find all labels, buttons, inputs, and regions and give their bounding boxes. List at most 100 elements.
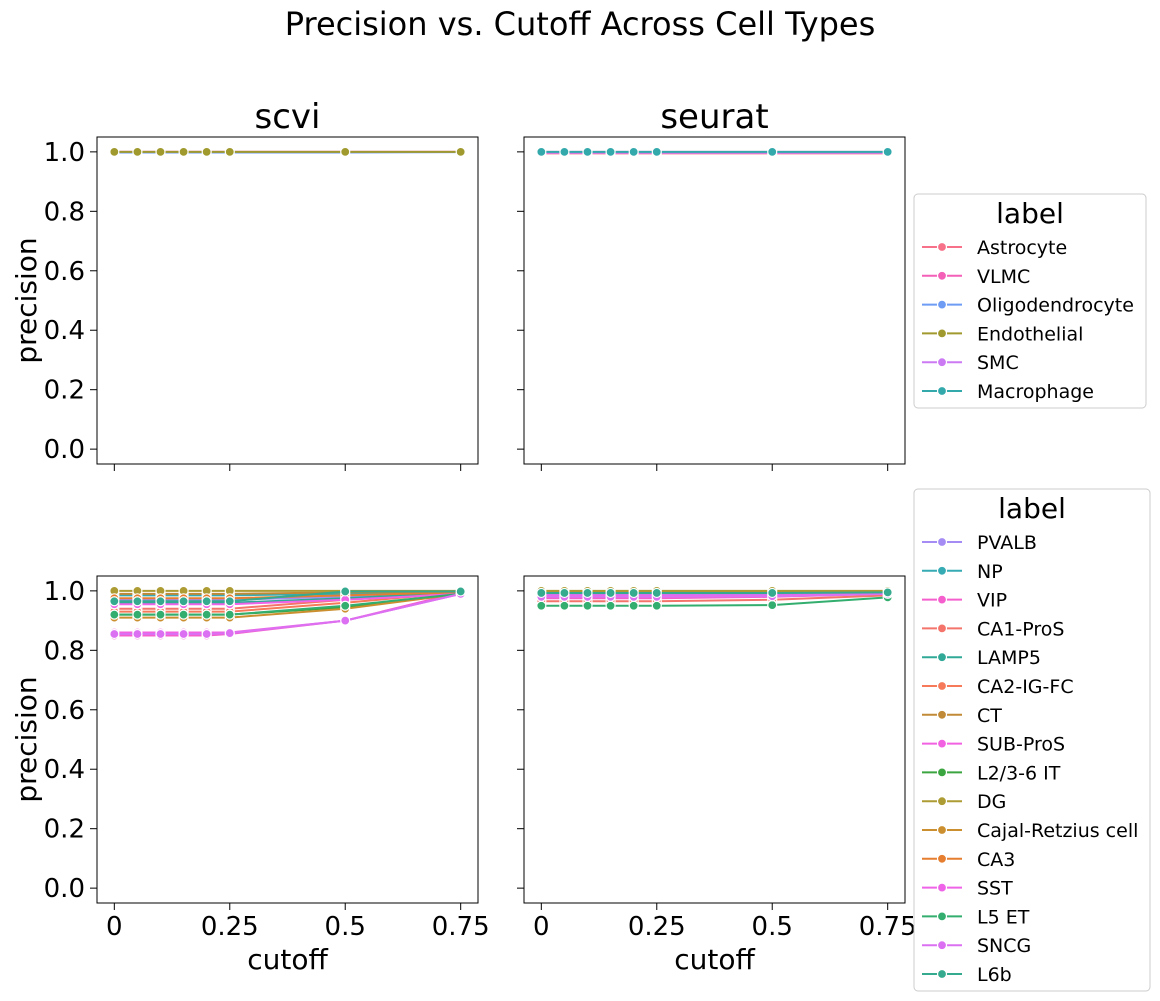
panel-r1-c1-point-l5-et <box>767 600 778 611</box>
panel-r0-c1-point-macrophage <box>651 146 662 157</box>
legend-2-swatch-marker-ca2-ig-fc <box>936 680 948 692</box>
panel-r0-c0-y-tick-label: 1.0 <box>44 138 85 168</box>
legend-1-title: label <box>996 197 1064 230</box>
panel-r1-c1-point-l6b <box>605 587 616 599</box>
panel-r1-c0-point-sncg <box>132 628 143 640</box>
panel-r1-c0-point-l5-et <box>155 609 166 620</box>
chart-title: Precision vs. Cutoff Across Cell Types <box>285 5 876 43</box>
panel-r0-c0-y-tick-label: 0.4 <box>44 316 85 346</box>
panel-r1-c1-x-tick-label: 0.25 <box>628 912 686 942</box>
legend-1-swatch-marker-astrocyte <box>936 241 948 253</box>
legend-2-swatch-marker-ca1-pros <box>936 623 948 634</box>
panel-r1-c0-y-tick-label: 0.8 <box>44 636 85 666</box>
panel-r1-c1-point-l6b <box>651 587 662 599</box>
legend-1-swatch-marker-vlmc <box>936 270 948 281</box>
panel-r1-c0-point-l5-et <box>132 609 143 620</box>
panel-r0-c0-point-endothelial <box>155 146 166 157</box>
panel-r1-c1-point-l5-et <box>605 600 616 611</box>
panel-r1-c0-y-tick-label: 1.0 <box>44 577 85 607</box>
legend-1-swatch-marker-macrophage <box>936 385 948 397</box>
panel-r0-c0-point-endothelial <box>109 146 120 157</box>
legend-2-swatch-marker-ca3 <box>936 853 948 864</box>
panel-r0-c1-point-macrophage <box>628 146 639 157</box>
legend-2-swatch-marker-sub-pros <box>936 738 948 749</box>
panel-r1-c0-frame <box>96 575 479 904</box>
panel-r1-c1-frame <box>523 575 906 904</box>
legend-area: label Astrocyte VLMC Oligodendrocyte Endothe… <box>913 193 1151 992</box>
legend-2-swatch-marker-sncg <box>936 940 948 951</box>
panel-r1-c1-x-axis-label: cutoff <box>674 943 755 976</box>
legend-2-entry-sncg: SNCG <box>977 935 1031 957</box>
panel-r1-c0-x-tick-label: 0.75 <box>432 912 490 942</box>
panel-r0-c0-frame <box>96 136 479 465</box>
panel-r1-c0-point-sncg <box>178 628 189 640</box>
legend-2-swatch-marker-sst <box>936 882 948 893</box>
panel-r0-c1-point-macrophage <box>536 146 547 157</box>
panel-r1-c1-point-l6b <box>582 587 593 599</box>
panel-r0-c1-point-macrophage <box>559 146 570 157</box>
panel-r1-c1-point-l6b <box>536 587 547 599</box>
legend-1-entry-macrophage: Macrophage <box>977 381 1094 403</box>
panel-r0-c0-point-endothelial <box>340 146 351 157</box>
legend-1-swatch-marker-oligodendrocyte <box>936 299 948 310</box>
panel-r1-c0-x-tick-label: 0 <box>106 912 123 942</box>
panel-r0-c0-point-endothelial <box>224 146 235 157</box>
panel-r1-c0-x-tick-label: 0.5 <box>325 912 366 942</box>
legend-2-entry-cajal-retzius-cell: Cajal-Retzius cell <box>977 820 1138 842</box>
panel-r1-c0-point-sncg <box>340 615 351 626</box>
legend-2-swatch-marker-np <box>936 565 948 576</box>
legend-1-swatch-marker-smc <box>936 357 948 368</box>
panel-r1-c0-point-l6b <box>201 596 212 607</box>
panel-r1-c0-point-sncg <box>155 628 166 640</box>
panel-r1-c0-point-sncg <box>109 628 120 640</box>
panel-r1-c0-point-l6b <box>109 596 120 607</box>
panel-r1-c0-point-l6b <box>224 596 235 607</box>
legend-2-entry-l5-et: L5 ET <box>977 906 1030 928</box>
panel-r1-c0-point-sncg <box>224 627 235 639</box>
panel-r1-c1-point-l5-et <box>559 600 570 611</box>
panel-r1-c1-point-l6b <box>767 587 778 599</box>
panel-r1-c1-point-l5-et <box>582 600 593 611</box>
panel-r1-c1-point-l5-et <box>651 600 662 611</box>
legend-2-box <box>913 488 1151 992</box>
panel-r0-c0-y-tick-label: 0.6 <box>44 257 85 287</box>
legend-1-entry-oligodendrocyte: Oligodendrocyte <box>977 295 1134 317</box>
panel-r1-c1-point-l5-et <box>536 600 547 611</box>
panel-r0-c0-point-endothelial <box>178 146 189 157</box>
legend-2-entry-sst: SST <box>977 878 1013 900</box>
panel-r1-c0-point-l5-et <box>340 600 351 611</box>
panel-r0-c1-title: seurat <box>660 97 768 137</box>
legend-1-entry-endothelial: Endothelial <box>977 323 1083 345</box>
panel-r1-c0-point-l6b <box>455 586 466 597</box>
legend-2-entry-ca2-ig-fc: CA2-IG-FC <box>977 676 1074 698</box>
panel-r0-c0-y-axis-label: precision <box>10 237 43 363</box>
panel-r1-c0-y-tick-label: 0.4 <box>44 755 85 785</box>
legend-1-entry-astrocyte: Astrocyte <box>977 237 1067 259</box>
panel-r1-c0-y-tick-label: 0.2 <box>44 815 85 845</box>
panel-r1-c0-y-axis-label: precision <box>10 676 43 802</box>
panel-r1-c1-point-l6b <box>559 587 570 599</box>
legend-2-entry-np: NP <box>977 561 1003 583</box>
legend-2-entry-lamp5: LAMP5 <box>977 647 1041 669</box>
legend-2-swatch-marker-dg <box>936 796 948 807</box>
legend-2-entry-sub-pros: SUB-ProS <box>977 734 1065 756</box>
legend-2-swatch-marker-ct <box>936 709 948 720</box>
panel-r0-c0-point-endothelial <box>201 146 212 157</box>
panel-r1-c0-x-tick-label: 0.25 <box>201 912 259 942</box>
panel-r0-c0-y-tick-label: 0.8 <box>44 197 85 227</box>
panel-r1-c0-point-l6b <box>155 596 166 607</box>
panel-r1-c0-point-l6b <box>178 596 189 607</box>
legend-2-entry-ca3: CA3 <box>977 849 1015 871</box>
legend-2-entry-ca1-pros: CA1-ProS <box>977 618 1064 640</box>
legend-2-entry-pvalb: PVALB <box>977 532 1037 554</box>
panel-r1-c1-point-l6b <box>882 587 893 598</box>
panel-r0-c1-point-macrophage <box>605 146 616 157</box>
panel-r1-c1-x-tick-label: 0.5 <box>752 912 793 942</box>
panel-r1-c1-x-tick-label: 0.75 <box>859 912 917 942</box>
panel-r1-c0-y-tick-label: 0.0 <box>44 874 85 904</box>
panel-r0-c1-point-macrophage <box>767 146 778 157</box>
legend-2-entry-ct: CT <box>977 705 1002 727</box>
panel-r0-c1-frame <box>523 136 906 465</box>
panel-r0-c1-point-macrophage <box>582 146 593 157</box>
panel-r1-c1-point-l5-et <box>628 600 639 611</box>
